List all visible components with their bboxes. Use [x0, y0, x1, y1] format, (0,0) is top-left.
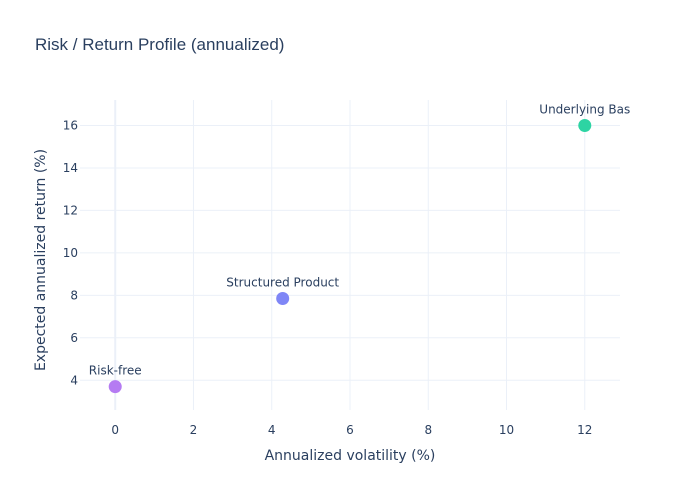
chart-title: Risk / Return Profile (annualized): [35, 35, 284, 54]
y-tick-label: 8: [70, 288, 78, 302]
grid-layer: [80, 100, 620, 410]
x-tick-label: 12: [577, 423, 592, 437]
y-tick-label: 4: [70, 373, 78, 387]
point-label: Structured Product: [226, 276, 339, 290]
x-tick-label: 4: [268, 423, 276, 437]
x-tick-label: 0: [111, 423, 119, 437]
ticks-layer: 0 2 4 6 8 10 12 4 6 8 10 12 14 16: [63, 118, 593, 437]
labels-layer: Risk-free Structured Product Underlying Ba…: [89, 102, 630, 377]
x-tick-label: 8: [424, 423, 432, 437]
scatter-point: [108, 380, 122, 394]
point-label: Risk-free: [89, 364, 142, 378]
x-tick-label: 6: [346, 423, 354, 437]
scatter-point: [578, 118, 592, 132]
y-tick-label: 12: [63, 203, 78, 217]
y-tick-label: 6: [70, 331, 78, 345]
x-tick-label: 2: [190, 423, 198, 437]
y-tick-label: 14: [63, 161, 78, 175]
y-axis-title: Expected annualized return (%): [33, 149, 49, 371]
y-tick-label: 10: [63, 246, 78, 260]
x-tick-label: 10: [499, 423, 514, 437]
x-axis-title: Annualized volatility (%): [265, 448, 436, 464]
y-tick-label: 16: [63, 118, 78, 132]
point-label: Underlying Bas: [539, 102, 630, 116]
scatter-point: [276, 292, 290, 306]
points-layer: [108, 118, 592, 394]
